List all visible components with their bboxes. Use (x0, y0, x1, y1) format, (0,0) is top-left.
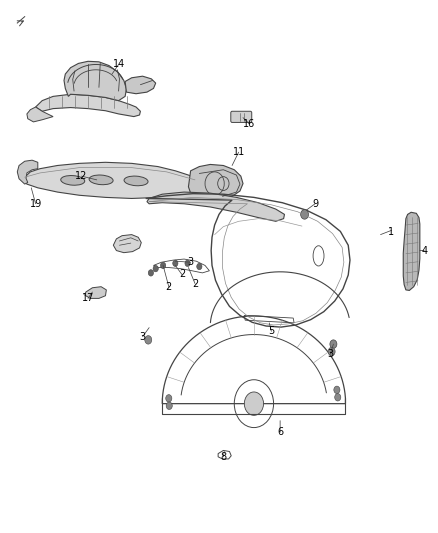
Text: 3: 3 (187, 257, 194, 267)
Circle shape (335, 393, 341, 401)
Text: 19: 19 (29, 199, 42, 209)
Circle shape (166, 402, 172, 409)
Text: 5: 5 (268, 326, 275, 336)
Polygon shape (403, 212, 420, 290)
Text: 1: 1 (389, 227, 395, 237)
Text: 11: 11 (233, 147, 245, 157)
Text: 9: 9 (312, 199, 318, 209)
Polygon shape (113, 235, 141, 253)
Circle shape (160, 262, 166, 269)
Text: 2: 2 (179, 270, 185, 279)
Circle shape (330, 340, 337, 349)
Polygon shape (22, 163, 202, 198)
Polygon shape (125, 76, 155, 94)
Circle shape (173, 260, 178, 266)
Ellipse shape (124, 176, 148, 185)
Polygon shape (147, 192, 285, 221)
Polygon shape (27, 107, 53, 122)
Circle shape (300, 209, 308, 219)
Ellipse shape (61, 175, 85, 185)
Text: 4: 4 (421, 246, 427, 255)
Text: 2: 2 (192, 279, 198, 288)
Text: 12: 12 (75, 171, 88, 181)
Text: 17: 17 (82, 293, 94, 303)
Circle shape (328, 348, 335, 356)
Polygon shape (35, 94, 141, 117)
Text: 2: 2 (166, 282, 172, 292)
Circle shape (166, 394, 172, 402)
Text: 3: 3 (327, 349, 333, 359)
Circle shape (197, 263, 202, 270)
Text: 8: 8 (220, 452, 226, 462)
FancyBboxPatch shape (231, 111, 252, 123)
Circle shape (334, 386, 340, 393)
Polygon shape (17, 160, 38, 184)
Text: 6: 6 (277, 427, 283, 438)
Text: 16: 16 (244, 119, 256, 129)
Circle shape (185, 260, 190, 266)
Text: 14: 14 (113, 60, 125, 69)
Circle shape (244, 392, 264, 415)
Text: 3: 3 (140, 332, 146, 342)
Polygon shape (188, 165, 243, 200)
Circle shape (148, 270, 153, 276)
Circle shape (145, 336, 152, 344)
Polygon shape (85, 287, 106, 298)
Circle shape (153, 265, 158, 272)
Ellipse shape (89, 175, 113, 185)
Polygon shape (64, 61, 127, 101)
